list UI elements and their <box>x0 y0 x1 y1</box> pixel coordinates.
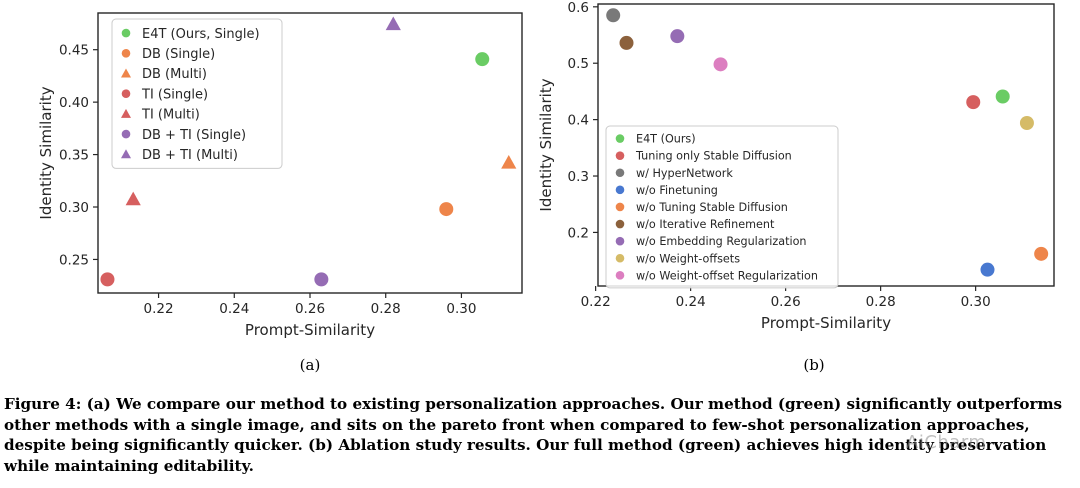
data-point <box>439 202 454 217</box>
x-tick-label: 0.24 <box>219 301 249 317</box>
x-tick-label: 0.28 <box>371 301 401 317</box>
legend-marker <box>615 202 625 212</box>
legend: E4T (Ours) Tuning only Stable Diffusion w/… <box>605 125 839 289</box>
data-point <box>670 29 685 44</box>
legend-marker <box>121 28 131 38</box>
y-tick-label: 0.35 <box>59 148 89 164</box>
x-tick-label: 0.28 <box>866 294 896 310</box>
y-tick-label: 0.40 <box>59 95 89 111</box>
legend-label: E4T (Ours, Single) <box>142 27 260 42</box>
data-point-triangle <box>385 16 401 31</box>
x-tick-label: 0.30 <box>961 294 991 310</box>
x-tick-label: 0.26 <box>771 294 801 310</box>
legend-label: w/o Finetuning <box>636 184 718 197</box>
x-tick-label: 0.22 <box>144 301 174 317</box>
y-axis-label: Identity Similarity <box>537 78 555 211</box>
legend-marker <box>121 149 131 159</box>
panel-label: (b) <box>803 356 824 374</box>
y-axis-label: Identity Similarity <box>37 86 55 219</box>
chart-panel-b: 0.22 0.24 0.26 0.28 0.30 0.2 0.3 0.4 0.5 0.6 Promp… <box>537 0 1055 374</box>
data-point <box>995 89 1010 104</box>
data-point <box>713 57 728 72</box>
x-axis-label: Prompt-Similarity <box>245 321 375 339</box>
y-tick-label: 0.6 <box>568 0 589 16</box>
legend-label: w/o Embedding Regularization <box>636 235 807 248</box>
x-tick-label: 0.22 <box>581 294 611 310</box>
legend-box <box>111 18 283 169</box>
legend-marker <box>615 219 625 229</box>
legend-label: DB + TI (Single) <box>142 128 246 143</box>
legend-marker <box>615 185 625 195</box>
y-tick-label: 0.30 <box>59 200 89 216</box>
data-point <box>1034 246 1049 261</box>
data-point-triangle <box>125 191 141 206</box>
legend-label: w/o Iterative Refinement <box>636 218 775 231</box>
figure: 0.22 0.24 0.26 0.28 0.30 0.25 0.30 0.35 0.40 0.45… <box>37 0 1055 374</box>
data-point <box>980 262 995 277</box>
figure-caption: Figure 4: (a) We compare our method to e… <box>4 395 1063 475</box>
legend-marker <box>121 89 131 98</box>
legend-marker <box>121 129 131 139</box>
data-point <box>619 35 634 50</box>
legend-marker <box>121 68 131 78</box>
legend-label: DB (Multi) <box>142 67 207 82</box>
legend-label: DB (Single) <box>142 47 215 62</box>
legend-marker <box>615 168 625 178</box>
legend-label: w/o Weight-offsets <box>636 252 740 265</box>
legend-marker <box>615 253 625 263</box>
data-point <box>475 52 490 67</box>
panel-label: (a) <box>300 356 321 374</box>
data-point <box>606 8 621 23</box>
data-point <box>100 272 115 287</box>
watermark: AiCharm <box>906 432 987 453</box>
data-point <box>1019 116 1034 131</box>
legend-label: E4T (Ours) <box>636 133 696 146</box>
legend-label: Tuning only Stable Diffusion <box>635 150 792 163</box>
x-tick-label: 0.24 <box>676 294 706 310</box>
legend-marker <box>615 134 625 143</box>
y-tick-label: 0.2 <box>568 225 589 241</box>
y-tick-label: 0.4 <box>568 113 589 129</box>
y-tick-label: 0.25 <box>59 252 89 268</box>
legend-label: TI (Single) <box>141 87 208 102</box>
legend-marker <box>121 108 131 118</box>
legend-label: TI (Multi) <box>141 108 200 123</box>
data-point <box>966 95 981 110</box>
y-tick-label: 0.3 <box>568 169 589 185</box>
legend: E4T (Ours, Single) DB (Single) DB (Multi) T… <box>111 18 283 169</box>
chart-panel-a: 0.22 0.24 0.26 0.28 0.30 0.25 0.30 0.35 0.40 0.45… <box>37 12 523 374</box>
legend-marker <box>121 49 131 58</box>
legend-label: w/ HyperNetwork <box>636 167 733 180</box>
x-axis-label: Prompt-Similarity <box>761 314 891 332</box>
x-tick-label: 0.26 <box>295 301 325 317</box>
x-tick-label: 0.30 <box>446 301 476 317</box>
legend-label: w/o Weight-offset Regularization <box>636 269 818 282</box>
legend-label: w/o Tuning Stable Diffusion <box>636 201 788 214</box>
legend-label: DB + TI (Multi) <box>142 148 238 163</box>
data-point <box>314 272 329 287</box>
data-point-triangle <box>501 154 517 169</box>
legend-marker <box>615 271 625 280</box>
legend-marker <box>615 151 625 160</box>
y-tick-label: 0.45 <box>59 43 89 59</box>
y-tick-label: 0.5 <box>568 56 589 72</box>
legend-marker <box>615 236 625 246</box>
legend-box <box>605 125 839 289</box>
